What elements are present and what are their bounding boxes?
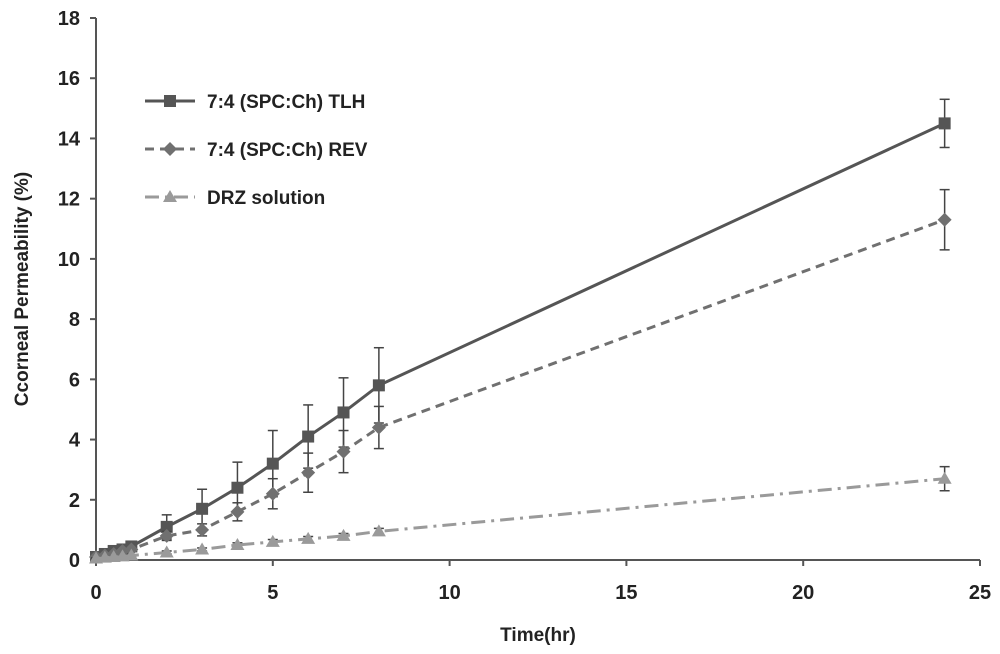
square-marker bbox=[164, 95, 176, 107]
square-marker bbox=[372, 379, 385, 392]
diamond-marker bbox=[230, 504, 245, 519]
y-tick-label: 14 bbox=[58, 128, 81, 150]
square-marker bbox=[938, 117, 951, 130]
diamond-marker bbox=[937, 212, 952, 227]
triangle-marker bbox=[159, 545, 174, 558]
triangle-marker bbox=[301, 531, 316, 544]
triangle-marker bbox=[124, 548, 139, 561]
x-tick-label: 20 bbox=[792, 582, 814, 604]
y-tick-label: 12 bbox=[58, 189, 80, 211]
y-tick-label: 16 bbox=[58, 68, 80, 90]
x-tick-label: 5 bbox=[267, 582, 278, 604]
series bbox=[89, 188, 952, 564]
y-axis-title: Ccorneal Permeability (%) bbox=[12, 172, 33, 406]
legend-label: 7:4 (SPC:Ch) REV bbox=[207, 140, 368, 161]
y-tick-label: 0 bbox=[69, 550, 80, 572]
diamond-marker bbox=[301, 465, 316, 480]
y-tick-label: 8 bbox=[69, 309, 80, 331]
legend: 7:4 (SPC:Ch) TLH 7:4 (SPC:Ch) REV DRZ solu… bbox=[145, 92, 368, 209]
square-marker bbox=[302, 430, 315, 443]
x-axis-title: Time(hr) bbox=[500, 625, 576, 646]
diamond-marker bbox=[163, 142, 177, 156]
x-tick-label: 10 bbox=[438, 582, 460, 604]
series bbox=[90, 98, 951, 563]
triangle-marker bbox=[195, 542, 210, 555]
square-marker bbox=[266, 457, 279, 470]
y-tick-label: 18 bbox=[58, 8, 80, 30]
diamond-marker bbox=[265, 486, 280, 501]
diamond-marker bbox=[336, 444, 351, 459]
y-tick-label: 10 bbox=[58, 249, 80, 271]
diamond-marker bbox=[195, 522, 210, 537]
x-tick-label: 25 bbox=[969, 582, 991, 604]
y-tick-label: 2 bbox=[69, 490, 80, 512]
triangle-marker bbox=[336, 528, 351, 541]
square-marker bbox=[337, 406, 350, 419]
square-marker bbox=[160, 520, 173, 533]
axes: 0 2 4 6 8 10 12 14 16 18 0 5 10 15 20 25 bbox=[58, 8, 991, 604]
triangle-marker bbox=[937, 471, 952, 484]
series-layer bbox=[89, 98, 952, 564]
square-marker bbox=[231, 481, 244, 494]
x-tick-label: 15 bbox=[615, 582, 637, 604]
y-tick-label: 4 bbox=[69, 430, 81, 452]
legend-label: DRZ solution bbox=[207, 188, 325, 209]
triangle-marker bbox=[230, 537, 245, 550]
series-line bbox=[95, 477, 945, 560]
y-tick-label: 6 bbox=[69, 369, 80, 391]
legend-label: 7:4 (SPC:Ch) TLH bbox=[207, 92, 365, 113]
series-line bbox=[95, 218, 946, 559]
square-marker bbox=[196, 502, 209, 515]
series bbox=[89, 465, 952, 564]
triangle-marker bbox=[163, 190, 177, 202]
x-tick-label: 0 bbox=[90, 582, 101, 604]
triangle-marker bbox=[265, 534, 280, 547]
diamond-marker bbox=[159, 528, 174, 543]
triangle-marker bbox=[371, 524, 386, 537]
diamond-marker bbox=[371, 420, 386, 435]
